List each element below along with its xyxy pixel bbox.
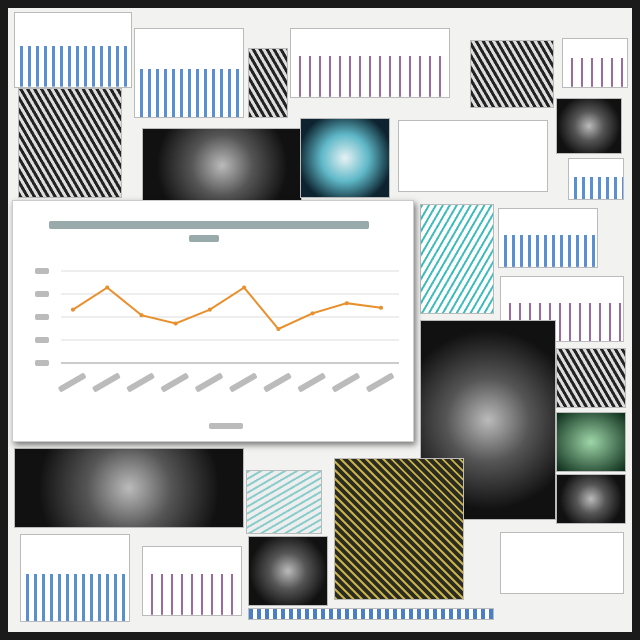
x-label-scribble xyxy=(58,373,86,392)
x-label-scribble xyxy=(229,373,258,392)
image-tile xyxy=(556,474,626,524)
bar-chart-tile xyxy=(142,546,242,616)
point xyxy=(71,307,75,312)
point xyxy=(310,311,315,316)
point xyxy=(139,313,144,318)
x-label-scribble xyxy=(297,373,326,392)
image-tile xyxy=(420,204,494,314)
x-label-scribble xyxy=(332,373,360,392)
bar-chart-tile xyxy=(134,28,244,118)
image-tile xyxy=(18,88,122,198)
point xyxy=(276,326,281,331)
chart-card xyxy=(12,200,414,442)
chart xyxy=(35,221,399,429)
point xyxy=(242,285,247,290)
point xyxy=(105,285,110,290)
point xyxy=(379,305,383,310)
x-label-scribble xyxy=(195,373,223,392)
y-label-scribble xyxy=(35,337,49,343)
x-label-scribble xyxy=(126,373,155,392)
bar-chart-tile xyxy=(568,158,624,200)
point xyxy=(207,307,212,312)
x-label-scribbles xyxy=(58,373,394,392)
bar-chart-tile xyxy=(14,12,132,88)
x-label-scribble xyxy=(92,373,121,392)
image-tile xyxy=(334,458,464,600)
line xyxy=(72,286,382,331)
y-label-scribble xyxy=(35,314,49,320)
strip xyxy=(248,608,494,620)
image-tile xyxy=(556,412,626,472)
y-label-scribble xyxy=(35,291,49,297)
bar-chart-tile xyxy=(498,208,598,268)
x-label-scribble xyxy=(161,373,189,392)
image-tile xyxy=(556,98,622,154)
line-chart-tile xyxy=(500,532,624,594)
point xyxy=(344,301,349,306)
title-scribble xyxy=(189,235,219,242)
line-chart-tile xyxy=(398,120,548,192)
bar-chart-tile xyxy=(562,38,628,88)
image-tile xyxy=(248,48,288,118)
image-tile xyxy=(248,536,328,606)
title-scribble xyxy=(49,221,369,229)
image-tile xyxy=(14,448,244,528)
x-axis-scribble xyxy=(209,423,243,429)
y-label-scribble xyxy=(35,360,49,366)
collage xyxy=(8,8,632,632)
x-label-scribble xyxy=(366,373,394,392)
point xyxy=(173,321,178,326)
bar-chart-tile xyxy=(20,534,130,622)
y-label-scribble xyxy=(35,268,49,274)
bar-chart-tile xyxy=(290,28,450,98)
image-tile xyxy=(246,470,322,534)
image-tile xyxy=(300,118,390,198)
image-tile xyxy=(556,348,626,408)
image-tile xyxy=(470,40,554,108)
image-tile xyxy=(142,128,302,203)
x-label-scribble xyxy=(263,373,292,392)
